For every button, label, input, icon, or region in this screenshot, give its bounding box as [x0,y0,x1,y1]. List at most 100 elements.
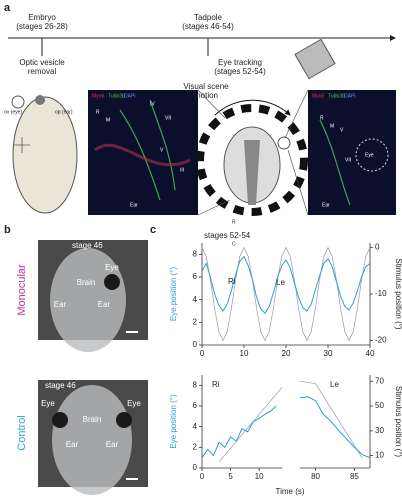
y-axis-label: Eye position (°) [169,267,178,322]
x-tick-label: 10 [255,472,264,481]
stain-label: Myo6 [92,93,104,99]
label: C [232,241,236,247]
label: R [320,115,324,121]
label: Eye [105,263,119,272]
y2-tick-label: -10 [375,289,387,298]
label: Eye tracking [218,58,262,67]
y2-tick-label: 70 [375,376,384,385]
eye [52,412,68,428]
label: Ear [98,300,111,309]
label: (stages 52-54) [214,67,266,76]
line-series [299,396,371,459]
x-tick-label: 40 [366,349,375,358]
x-tick-label: 5 [228,472,233,481]
annotation: Le [276,278,285,287]
y-tick-label: 0 [193,340,198,349]
line-series [299,380,363,459]
micrograph-right [308,90,396,215]
tadpole-body [50,248,126,352]
stain-label: Tubb3b [108,93,125,99]
stain-label: Tubb3b [328,93,345,99]
label: motion [194,91,218,100]
eye-outline [355,138,389,172]
y-tick-label: 0 [193,463,198,472]
label: stage 46 [72,241,103,250]
annotation: Le [330,380,339,389]
label: VII [165,115,171,121]
line-series [201,246,371,342]
stain-label: Myo6 [312,93,324,99]
label: Ear [66,440,79,449]
x-tick-label: 30 [324,349,333,358]
annotation: Ri [212,380,220,389]
label: Ear [106,440,119,449]
y2-tick-label: 30 [375,426,384,435]
label: Optic vesicle [19,58,65,67]
panel-label: c [150,224,156,236]
panel-label: a [4,2,11,14]
line-series [201,255,371,315]
label: (stages 46-54) [182,22,234,31]
x-tick-label: 80 [311,472,320,481]
label: Ear [322,202,330,208]
y-tick-label: 4 [193,422,198,431]
y-tick-label: 2 [193,442,198,451]
group-label: Monocular [16,264,28,316]
label: M [106,117,110,123]
y2-tick-label: 10 [375,451,384,460]
y-tick-label: 4 [193,295,198,304]
nerve-trace [319,119,351,206]
stain-label: DAPI [344,93,356,99]
label: V [160,147,164,153]
label: Ear [54,300,67,309]
panel-label: b [4,224,11,236]
timeline [8,35,396,56]
label: M [330,123,334,129]
x-tick-label: 0 [200,472,205,481]
eye [116,412,132,428]
y2-axis-label: Stimulus position (°) [394,258,402,330]
label: Eye [41,399,55,408]
y-tick-label: 2 [193,317,198,326]
label: Eye [365,152,374,158]
label: stage 46 [45,381,76,390]
label: Visual scene [183,82,229,91]
y2-axis-label: Stimulus position (°) [394,386,402,458]
y-tick-label: 8 [193,380,198,389]
label: removal [28,67,57,76]
label: Ear [130,202,138,208]
line-series [201,405,277,458]
x-tick-label: 10 [240,349,249,358]
eye [104,274,120,290]
line-series [218,387,283,463]
y-tick-label: 6 [193,401,198,410]
subtitle: stages 52-54 [204,231,251,240]
x-axis-label: Time (s) [275,487,304,496]
setup-drawing [196,38,336,216]
label: Embryo [28,13,56,22]
group-label: Control [16,415,28,450]
stain-label: DAPI [124,93,136,99]
label: Eye [127,399,141,408]
x-tick-label: 20 [282,349,291,358]
label: Tadpole [194,13,223,22]
y2-tick-label: -20 [375,335,387,344]
nerve-trace [119,99,176,201]
x-tick-label: 85 [350,472,359,481]
label: R [96,109,100,115]
label: Brain [83,415,102,424]
label: VII [345,157,351,163]
label: Brain [77,278,96,287]
tadpole-body [52,385,132,495]
label: IV [150,101,155,107]
y2-tick-label: 0 [375,243,380,252]
label: ov (eye) [4,109,22,115]
label: V [340,127,344,133]
y-axis-label: Eye position (°) [169,394,178,449]
y-tick-label: 6 [193,272,198,281]
label: III [180,167,184,173]
y2-tick-label: 50 [375,401,384,410]
y-tick-label: 8 [193,249,198,258]
